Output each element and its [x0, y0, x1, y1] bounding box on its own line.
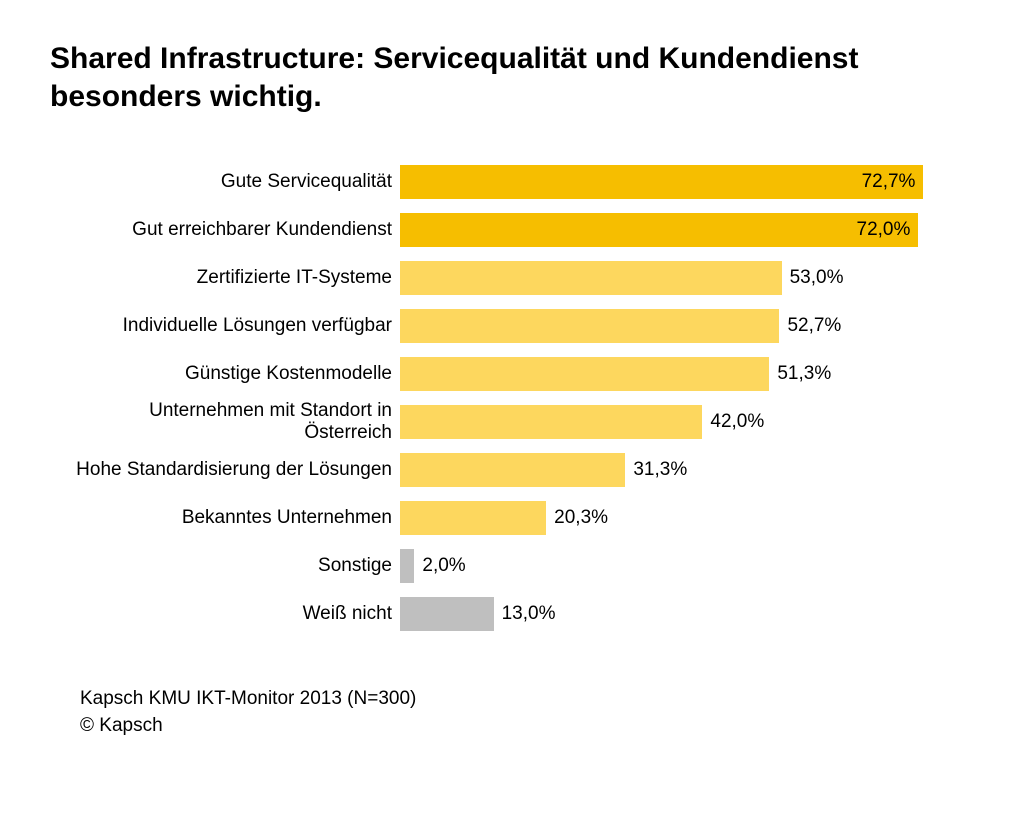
- bar-value: 53,0%: [790, 267, 844, 289]
- bar-value: 51,3%: [777, 363, 831, 385]
- bar-row: Individuelle Lösungen verfügbar 52,7%: [60, 309, 974, 343]
- bar-row: Zertifizierte IT-Systeme 53,0%: [60, 261, 974, 295]
- bar-value: 13,0%: [502, 603, 556, 625]
- bar-value: 42,0%: [710, 411, 764, 433]
- chart-title: Shared Infrastructure: Servicequalität u…: [50, 40, 974, 115]
- bar-row: Unternehmen mit Standort in Österreich42…: [60, 405, 974, 439]
- bar-label: Sonstige: [60, 555, 400, 577]
- bar-track: 31,3%: [400, 453, 940, 487]
- bar-value: 52,7%: [787, 315, 841, 337]
- bar-label: Zertifizierte IT-Systeme: [60, 267, 400, 289]
- bar-label: Hohe Standardisierung der Lösungen: [60, 459, 400, 481]
- bar-row: Weiß nicht 13,0%: [60, 597, 974, 631]
- bar-value: 20,3%: [554, 507, 608, 529]
- bar-label: Unternehmen mit Standort in Österreich: [60, 400, 400, 444]
- bar-track: 2,0%: [400, 549, 940, 583]
- bar: 72,7%: [400, 165, 923, 199]
- bar-row: Sonstige 2,0%: [60, 549, 974, 583]
- bar-track: 13,0%: [400, 597, 940, 631]
- chart-footer: Kapsch KMU IKT-Monitor 2013 (N=300) © Ka…: [80, 686, 974, 739]
- bar-chart: Gute Servicequalität 72,7% Gut erreichbare…: [60, 165, 974, 631]
- bar-track: 72,0%: [400, 213, 940, 247]
- bar-track: 42,0%: [400, 405, 940, 439]
- bar-track: 72,7%: [400, 165, 940, 199]
- bar-label: Bekanntes Unternehmen: [60, 507, 400, 529]
- bar-label: Weiß nicht: [60, 603, 400, 625]
- bar-label: Gute Servicequalität: [60, 171, 400, 193]
- bar-track: 20,3%: [400, 501, 940, 535]
- bar-value: 31,3%: [633, 459, 687, 481]
- bar: 72,0%: [400, 213, 918, 247]
- bar-value: 72,0%: [857, 219, 911, 241]
- bar-row: Gute Servicequalität 72,7%: [60, 165, 974, 199]
- bar-track: 53,0%: [400, 261, 940, 295]
- bar-row: Gut erreichbarer Kundendienst 72,0%: [60, 213, 974, 247]
- bar-label: Günstige Kostenmodelle: [60, 363, 400, 385]
- bar-row: Günstige Kostenmodelle 51,3%: [60, 357, 974, 391]
- bar-track: 51,3%: [400, 357, 940, 391]
- bar-label: Gut erreichbarer Kundendienst: [60, 219, 400, 241]
- bar-label: Individuelle Lösungen verfügbar: [60, 315, 400, 337]
- footer-copyright: © Kapsch: [80, 713, 974, 740]
- bar-track: 52,7%: [400, 309, 940, 343]
- bar-row: Hohe Standardisierung der Lösungen 31,3%: [60, 453, 974, 487]
- bar-value: 2,0%: [422, 555, 465, 577]
- bar-value: 72,7%: [862, 171, 916, 193]
- bar-row: Bekanntes Unternehmen 20,3%: [60, 501, 974, 535]
- footer-source: Kapsch KMU IKT-Monitor 2013 (N=300): [80, 686, 974, 713]
